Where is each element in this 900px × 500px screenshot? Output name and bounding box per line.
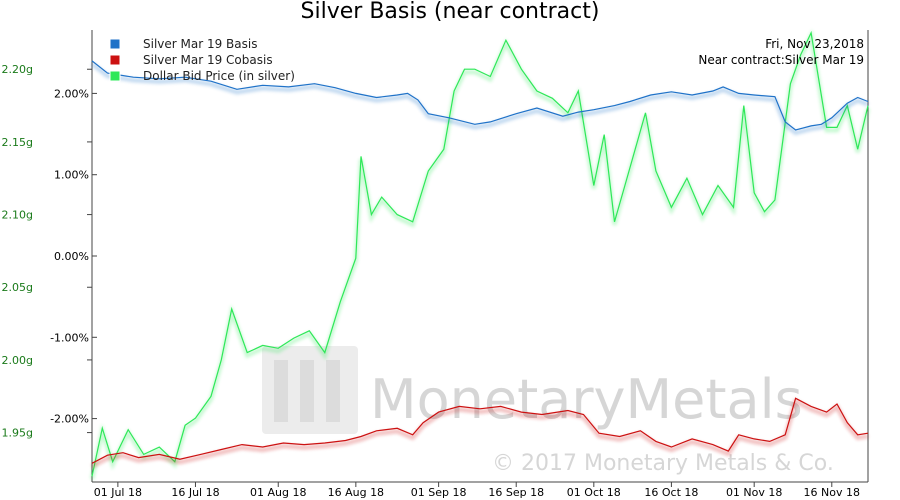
y-left-tick-label: 2.00g [2,354,33,367]
x-tick-label: 01 Aug 18 [250,486,306,499]
legend-swatch [109,38,121,50]
watermark-logo-bar [300,360,314,422]
series-line-0 [91,60,869,131]
watermark-name-part: Metals [626,368,803,431]
series-line-glow [91,398,869,469]
legend-label: Silver Mar 19 Basis [143,37,257,51]
legend-label: Silver Mar 19 Cobasis [143,53,273,67]
info-line: Near contract:Silver Mar 19 [698,53,864,67]
series-line-1 [91,397,869,464]
y-right-tick-label: 1.00% [54,169,89,182]
legend: Silver Mar 19 Basis Silver Mar 19 Cobasis… [109,37,295,83]
x-tick-label: 16 Oct 18 [644,486,698,499]
legend-swatch [109,70,121,82]
watermark-name-part: Monetary [370,368,626,431]
watermark: MonetaryMetals © 2017 Monetary Metals & C… [262,346,834,476]
legend-swatch [109,54,121,66]
y-left-tick-label: 2.10g [2,209,33,222]
axes: 1.95g 2.00g 2.05g 2.10g 2.15g 2.20g -2.00% -1.0… [2,30,869,499]
y-left-tick-label: 2.20g [2,63,33,76]
watermark-logo-bar [274,360,288,422]
y-right-tick-label: -2.00% [50,413,89,426]
series-line-glow [90,29,870,480]
y-left-tick-label: 1.95g [2,427,33,440]
info-box: Fri, Nov 23,2018 Near contract:Silver Mar… [698,37,864,67]
chart-title: Silver Basis (near contract) [301,0,600,24]
series-line-2 [91,30,869,477]
x-tick-label: 16 Sep 18 [488,486,544,499]
y-left-tick-label: 2.15g [2,136,33,149]
watermark-copyright: © 2017 Monetary Metals & Co. [492,451,834,476]
y-right-tick-label: -1.00% [50,331,89,344]
x-tick-label: 16 Aug 18 [328,486,384,499]
watermark-logo-bar [326,360,340,422]
x-tick-label: 01 Sep 18 [411,486,467,499]
x-tick-label: 16 Jul 18 [171,486,219,499]
x-tick-label: 16 Nov 18 [804,486,860,499]
x-tick-label: 01 Jul 18 [94,486,142,499]
series-line-glow [90,62,869,136]
y-right-tick-label: 2.00% [54,87,89,100]
series-layer [90,29,870,480]
info-line: Fri, Nov 23,2018 [765,37,864,51]
watermark-name: MonetaryMetals [370,368,803,431]
y-left-tick-label: 2.05g [2,281,33,294]
x-tick-label: 01 Nov 18 [726,486,782,499]
legend-label: Dollar Bid Price (in silver) [143,69,295,83]
y-right-tick-label: 0.00% [54,250,89,263]
x-tick-label: 01 Oct 18 [567,486,621,499]
